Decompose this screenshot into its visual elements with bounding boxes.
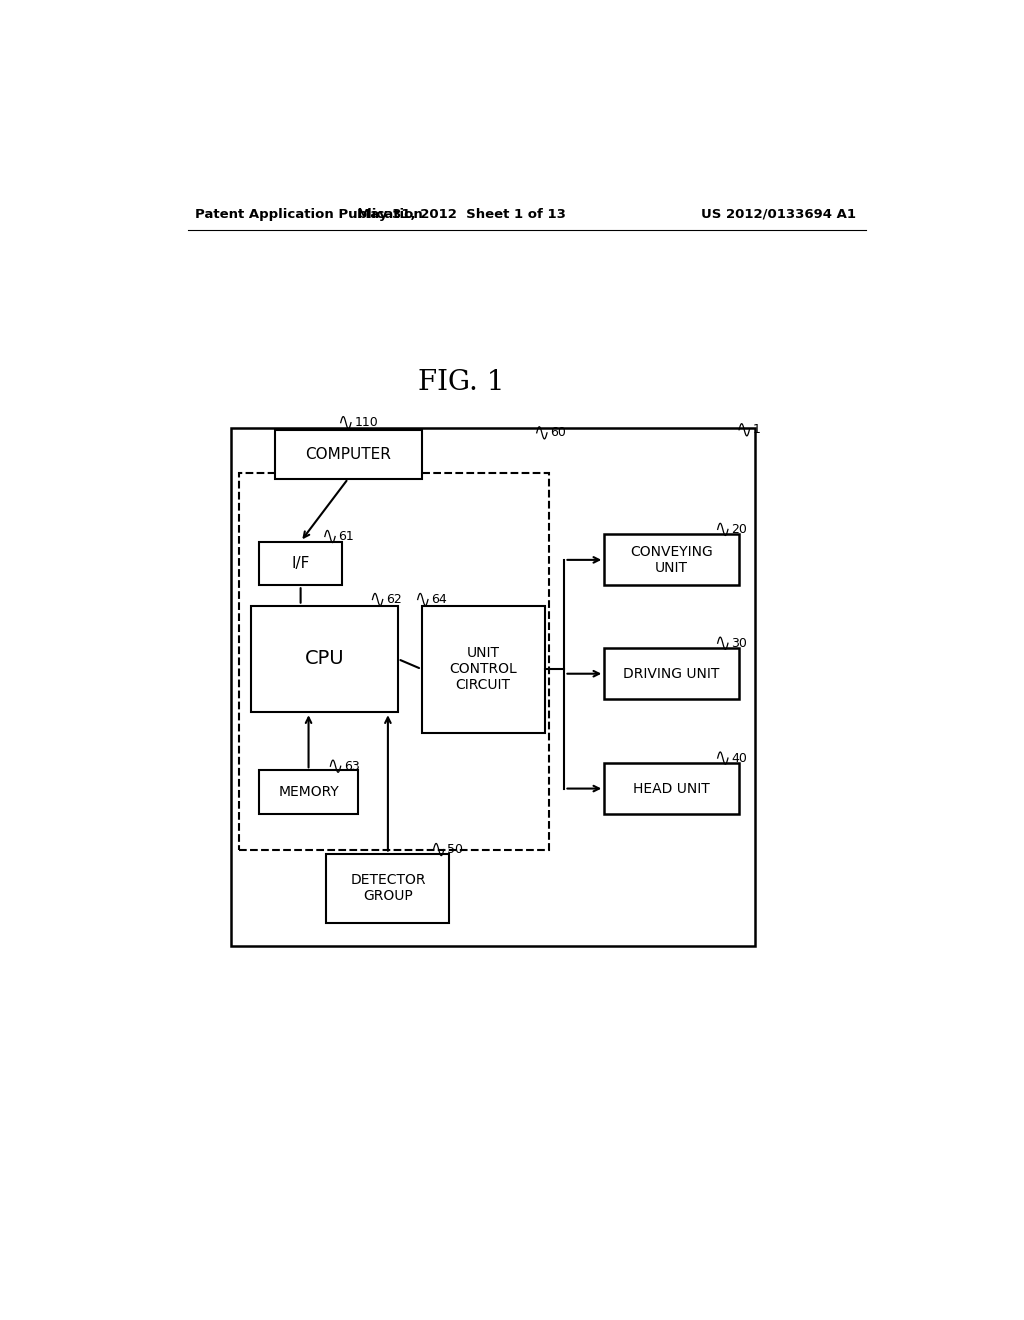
Text: I/F: I/F: [292, 556, 310, 572]
Text: DETECTOR
GROUP: DETECTOR GROUP: [350, 873, 426, 903]
Text: 20: 20: [731, 523, 748, 536]
Text: 64: 64: [431, 593, 446, 606]
Text: 1: 1: [753, 424, 761, 437]
Bar: [259, 771, 358, 814]
Text: DRIVING UNIT: DRIVING UNIT: [624, 667, 720, 681]
Bar: [327, 854, 450, 923]
Text: MEMORY: MEMORY: [279, 785, 339, 799]
Bar: [604, 763, 739, 814]
Text: 60: 60: [550, 426, 566, 440]
Bar: [259, 541, 342, 585]
Text: FIG. 1: FIG. 1: [418, 368, 505, 396]
Text: 30: 30: [731, 636, 748, 649]
Bar: [231, 428, 755, 946]
Bar: [422, 606, 545, 733]
Text: CONVEYING
UNIT: CONVEYING UNIT: [630, 545, 713, 576]
Bar: [274, 430, 422, 479]
Text: US 2012/0133694 A1: US 2012/0133694 A1: [701, 207, 856, 220]
Text: 40: 40: [731, 751, 748, 764]
Text: May 31, 2012  Sheet 1 of 13: May 31, 2012 Sheet 1 of 13: [357, 207, 565, 220]
Text: 50: 50: [447, 843, 463, 857]
Text: UNIT
CONTROL
CIRCUIT: UNIT CONTROL CIRCUIT: [450, 645, 517, 693]
Text: 62: 62: [386, 593, 401, 606]
Text: HEAD UNIT: HEAD UNIT: [633, 781, 710, 796]
Text: 110: 110: [354, 416, 378, 429]
Bar: [604, 648, 739, 700]
Text: 61: 61: [338, 531, 354, 543]
Text: 63: 63: [344, 760, 359, 772]
Text: Patent Application Publication: Patent Application Publication: [196, 207, 423, 220]
Text: COMPUTER: COMPUTER: [305, 446, 391, 462]
Bar: [604, 535, 739, 585]
Bar: [251, 606, 397, 713]
Text: CPU: CPU: [304, 649, 344, 668]
Bar: [240, 474, 549, 850]
